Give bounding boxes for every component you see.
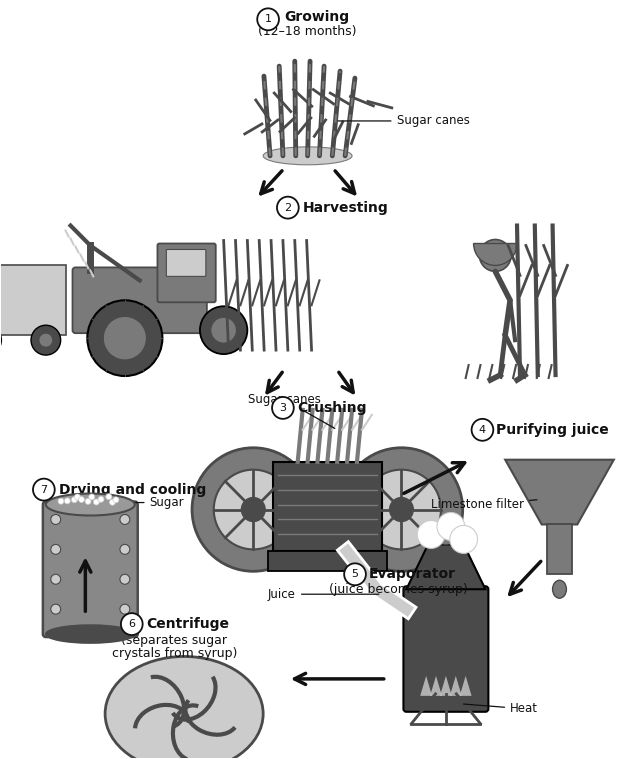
Circle shape [437,512,465,540]
Circle shape [214,470,292,550]
FancyBboxPatch shape [273,461,381,551]
Circle shape [79,496,84,502]
Text: Heat: Heat [463,702,538,715]
Ellipse shape [105,657,263,759]
Ellipse shape [46,625,135,643]
Circle shape [51,575,61,584]
Text: 7: 7 [40,484,47,495]
Polygon shape [430,676,442,696]
Text: (separates sugar: (separates sugar [121,634,227,647]
Circle shape [87,301,163,376]
Text: Purifying juice: Purifying juice [496,423,609,437]
Circle shape [390,498,413,521]
Circle shape [211,317,237,343]
Circle shape [120,575,130,584]
Circle shape [192,448,314,572]
FancyBboxPatch shape [157,244,216,302]
Wedge shape [474,244,517,266]
Circle shape [120,515,130,524]
Ellipse shape [263,146,352,165]
Text: 1: 1 [264,14,271,24]
Circle shape [272,397,294,419]
Bar [547,524,572,575]
Text: 6: 6 [128,619,135,629]
Circle shape [450,525,477,553]
Text: Juice: Juice [268,587,379,600]
FancyBboxPatch shape [268,551,387,572]
Circle shape [39,333,52,347]
Polygon shape [450,676,461,696]
Text: Drying and cooling: Drying and cooling [59,483,206,496]
Circle shape [31,325,61,355]
Text: 4: 4 [479,425,486,435]
Ellipse shape [552,581,566,598]
Circle shape [344,563,366,585]
Polygon shape [406,544,485,589]
Circle shape [257,8,279,30]
Circle shape [106,494,112,499]
Circle shape [51,604,61,614]
Circle shape [241,498,265,521]
Circle shape [93,499,99,505]
Text: (juice becomes syrup): (juice becomes syrup) [329,583,468,596]
Circle shape [340,448,463,572]
Circle shape [65,498,70,504]
Text: Sugar: Sugar [113,496,184,509]
Text: 3: 3 [280,403,287,413]
Text: Limestone filter: Limestone filter [431,498,537,511]
FancyBboxPatch shape [403,586,488,712]
Circle shape [89,494,95,500]
Circle shape [113,497,119,503]
Polygon shape [440,676,452,696]
Text: (12–18 months): (12–18 months) [259,25,357,38]
Circle shape [33,479,55,500]
Polygon shape [420,676,432,696]
Polygon shape [451,522,461,544]
Circle shape [362,470,441,550]
Circle shape [85,499,91,505]
Circle shape [51,544,61,554]
Text: Harvesting: Harvesting [303,200,388,215]
Polygon shape [444,519,454,544]
FancyBboxPatch shape [166,250,206,276]
Circle shape [472,419,493,441]
Circle shape [121,613,143,635]
Text: Sugar canes: Sugar canes [248,393,335,428]
Circle shape [200,307,247,354]
Circle shape [72,497,77,502]
Circle shape [103,317,147,360]
Circle shape [417,521,445,549]
Circle shape [120,544,130,554]
Circle shape [109,499,115,505]
Circle shape [51,515,61,524]
Text: 2: 2 [284,203,291,213]
Ellipse shape [46,493,135,515]
Text: 5: 5 [351,569,358,579]
Polygon shape [460,676,472,696]
Circle shape [74,494,81,500]
Circle shape [98,496,104,502]
FancyBboxPatch shape [72,267,207,333]
Polygon shape [505,460,614,524]
Text: crystals from syrup): crystals from syrup) [111,647,237,660]
Circle shape [58,498,64,504]
FancyBboxPatch shape [43,502,138,637]
Bar [0,266,65,335]
Text: Sugar canes: Sugar canes [338,115,469,128]
Text: Growing: Growing [284,11,349,24]
Circle shape [0,325,1,355]
Polygon shape [438,515,448,544]
Circle shape [479,240,511,272]
Circle shape [277,197,299,219]
Text: Centrifuge: Centrifuge [147,617,230,631]
Circle shape [120,604,130,614]
Text: Crushing: Crushing [298,401,367,415]
Text: Evaporator: Evaporator [369,567,456,581]
